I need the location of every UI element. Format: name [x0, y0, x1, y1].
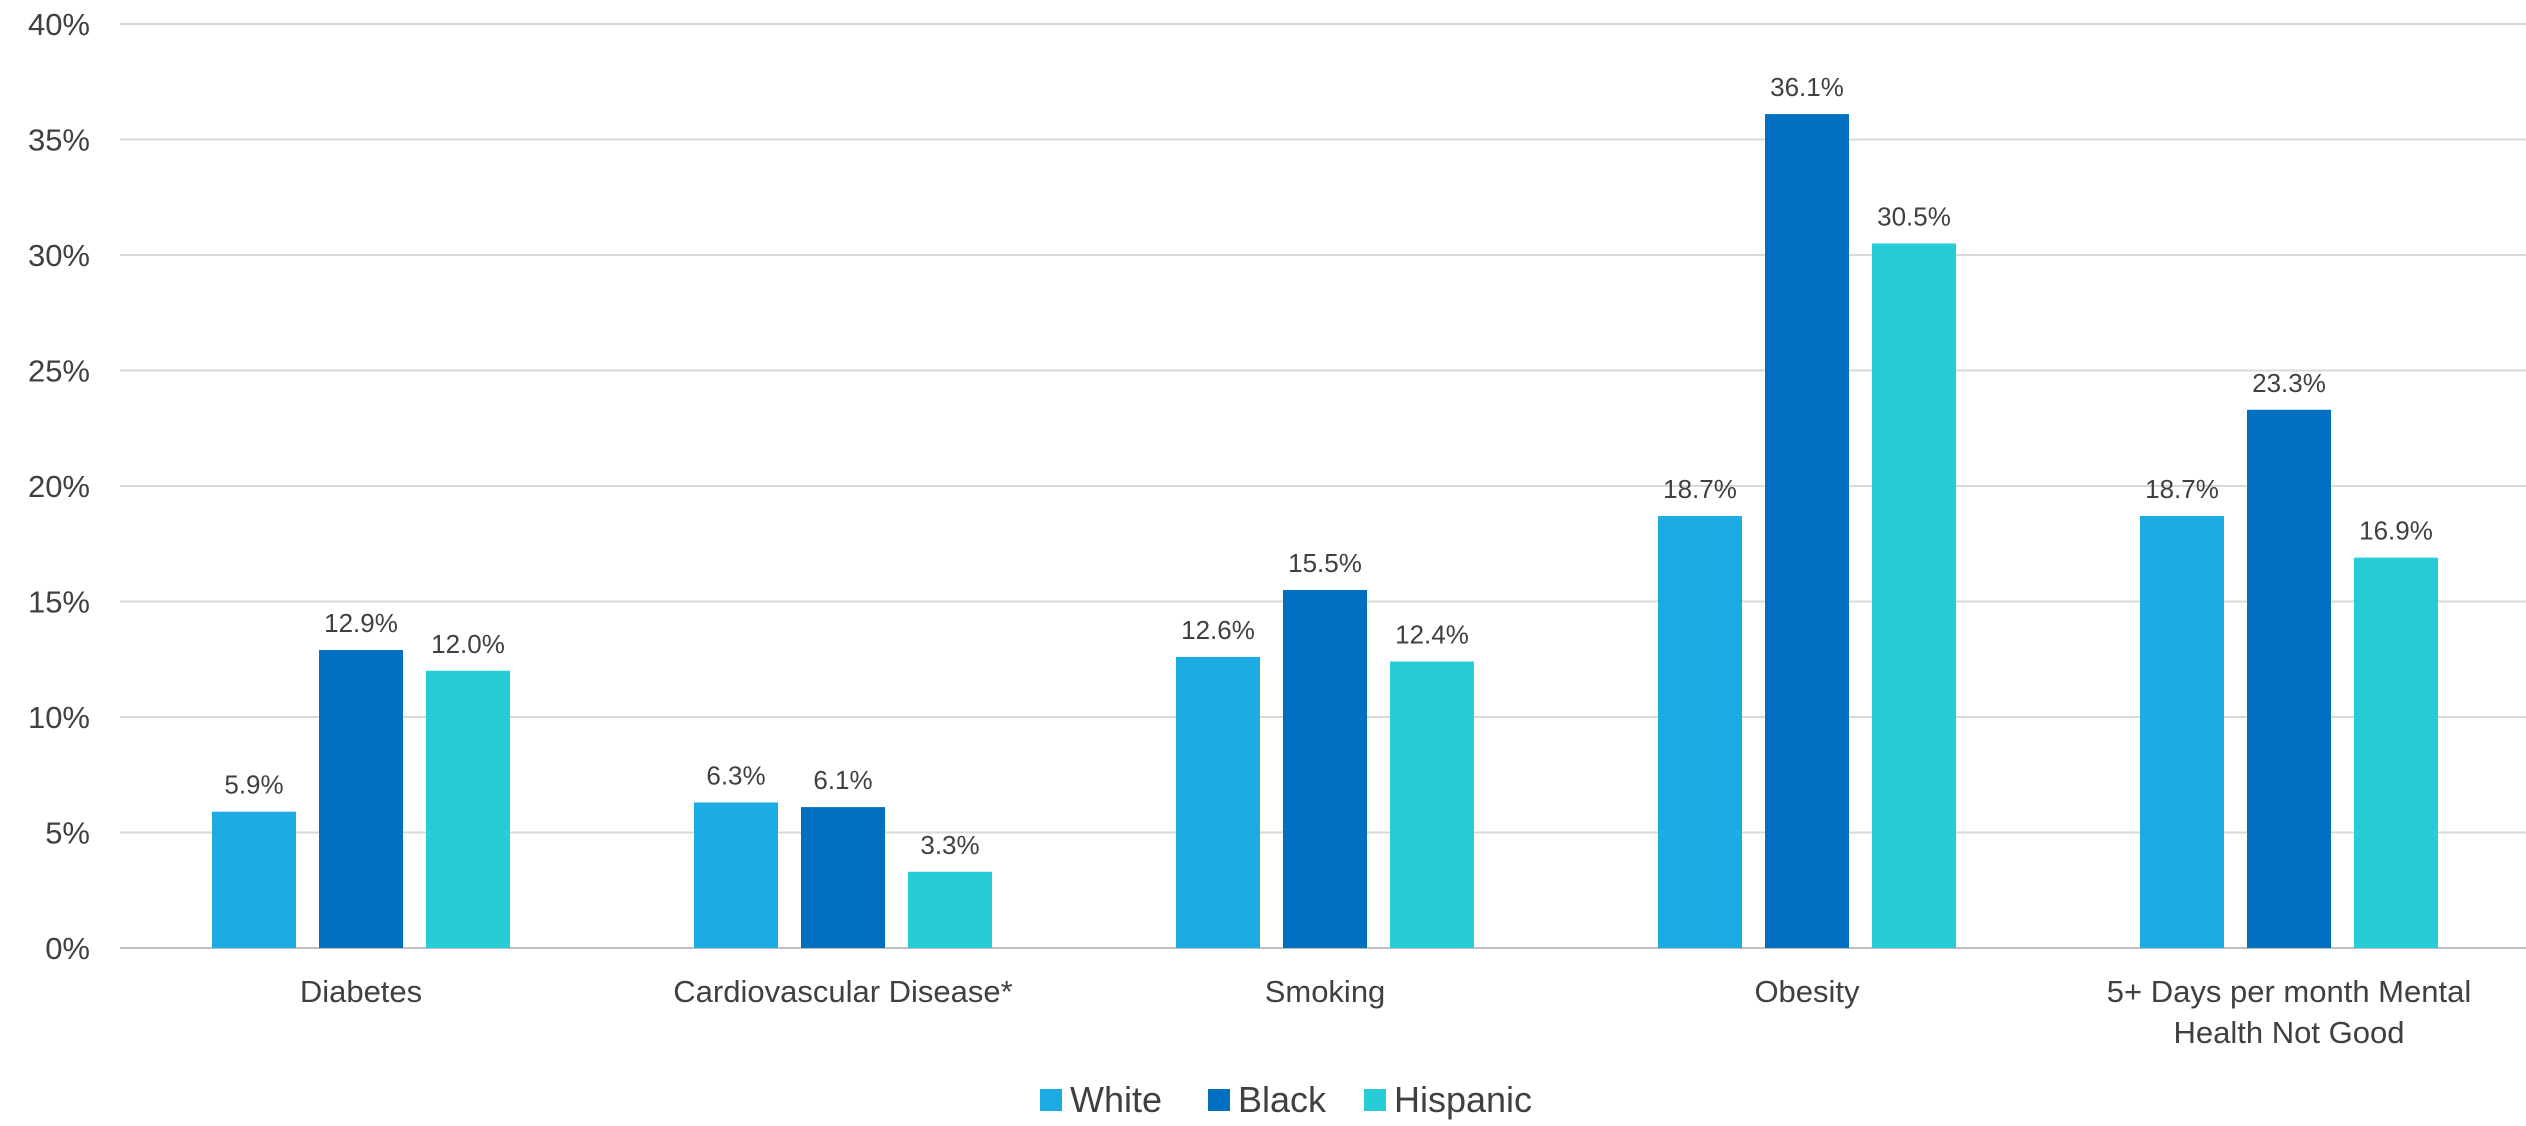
- data-label: 12.4%: [1395, 620, 1469, 650]
- data-label: 18.7%: [2145, 474, 2219, 504]
- y-tick-label: 15%: [28, 585, 90, 620]
- x-tick-label: Diabetes: [300, 974, 422, 1009]
- legend-swatch-hispanic: [1364, 1089, 1386, 1111]
- data-label: 5.9%: [224, 770, 283, 800]
- data-label: 6.1%: [813, 765, 872, 795]
- y-tick-label: 20%: [28, 469, 90, 504]
- y-tick-label: 25%: [28, 354, 90, 389]
- bar-white: [1176, 656, 1260, 948]
- data-labels: 5.9% 6.3% 12.6% 18.7% 18.7% 12.9% 6.1% 15.5% 36.…: [224, 72, 2433, 860]
- legend-label-black: Black: [1238, 1079, 1327, 1120]
- legend-label-hispanic: Hispanic: [1394, 1079, 1532, 1120]
- x-tick-label: 5+ Days per month Mental: [2107, 974, 2471, 1009]
- bar-white: [2140, 516, 2224, 948]
- bar-black: [1283, 589, 1367, 948]
- legend-label-white: White: [1070, 1079, 1162, 1120]
- legend: White Black Hispanic: [1040, 1079, 1532, 1120]
- y-tick-label: 10%: [28, 700, 90, 735]
- bar-hispanic: [908, 871, 992, 948]
- bar-hispanic: [1872, 243, 1956, 948]
- data-label: 18.7%: [1663, 474, 1737, 504]
- y-axis-ticks: 0% 5% 10% 15% 20% 25% 30% 35% 40%: [28, 7, 90, 966]
- bar-hispanic: [1390, 661, 1474, 948]
- y-tick-label: 40%: [28, 7, 90, 42]
- legend-swatch-black: [1208, 1089, 1230, 1111]
- bar-black: [319, 650, 403, 948]
- bar-black: [2247, 409, 2331, 948]
- bar-white: [212, 811, 296, 948]
- data-label: 23.3%: [2252, 368, 2326, 398]
- y-tick-label: 30%: [28, 238, 90, 273]
- data-label: 12.0%: [431, 629, 505, 659]
- data-label: 36.1%: [1770, 72, 1844, 102]
- data-label: 15.5%: [1288, 548, 1362, 578]
- data-label: 12.9%: [324, 608, 398, 638]
- bar-black: [1765, 114, 1849, 949]
- bar-white: [1658, 516, 1742, 948]
- bar-hispanic: [426, 670, 510, 948]
- x-tick-label: Cardiovascular Disease*: [673, 974, 1012, 1009]
- data-label: 12.6%: [1181, 615, 1255, 645]
- x-tick-label: Smoking: [1265, 974, 1386, 1009]
- data-label: 16.9%: [2359, 516, 2433, 546]
- y-tick-label: 0%: [45, 931, 90, 966]
- data-label: 3.3%: [920, 830, 979, 860]
- bars: [212, 114, 2438, 949]
- bar-hispanic: [2354, 557, 2438, 948]
- data-label: 6.3%: [706, 760, 765, 790]
- gridlines: [120, 23, 2526, 949]
- x-axis-ticks: Diabetes Cardiovascular Disease* Smoking Ob…: [300, 974, 2471, 1050]
- y-tick-label: 35%: [28, 123, 90, 158]
- bar-white: [694, 802, 778, 948]
- legend-swatch-white: [1040, 1089, 1062, 1111]
- bar-black: [801, 807, 885, 948]
- data-label: 30.5%: [1877, 201, 1951, 231]
- x-tick-label: Health Not Good: [2174, 1015, 2405, 1050]
- x-tick-label: Obesity: [1754, 974, 1860, 1009]
- y-tick-label: 5%: [45, 816, 90, 851]
